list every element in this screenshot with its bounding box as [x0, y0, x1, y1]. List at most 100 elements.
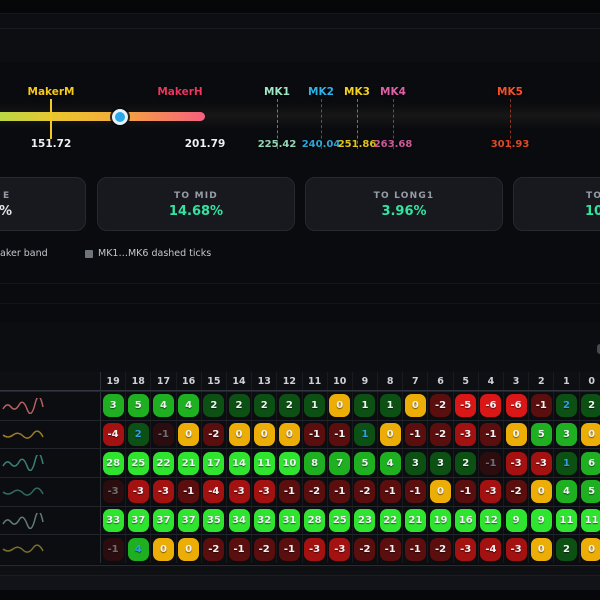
heatmap-pill: -2	[253, 537, 275, 561]
heatmap-cell: 3	[428, 449, 454, 478]
heatmap-pill: -2	[203, 423, 225, 447]
heatmap-pill: -4	[480, 537, 502, 561]
heatmap-cell: 5	[529, 420, 555, 449]
heatmap-pill: -6	[505, 394, 527, 418]
heatmap-cell: 37	[126, 506, 152, 535]
row-label-cell	[0, 420, 101, 449]
column-header: 17	[151, 372, 177, 390]
heatmap-pill: -2	[430, 394, 452, 418]
heatmap-pill: 22	[152, 451, 174, 475]
heatmap-pill: 0	[278, 423, 300, 447]
heatmap-pill: -2	[430, 537, 452, 561]
heatmap-cell: 2	[202, 392, 227, 420]
heatmap-pill: 1	[354, 394, 376, 418]
column-header: 4	[479, 372, 504, 390]
heatmap-cell: 22	[151, 449, 177, 478]
heatmap-pill: 3	[102, 394, 124, 418]
row-label-cell	[0, 506, 101, 535]
heatmap-pill: -2	[505, 480, 527, 504]
heatmap-cell: 0	[428, 478, 454, 506]
mk-tick-label: MK2	[308, 86, 334, 98]
gauge-handle[interactable]	[112, 108, 128, 125]
heatmap-pill: 4	[178, 394, 200, 418]
heatmap-cell: 8	[303, 449, 328, 478]
heatmap-pill: 14	[228, 451, 250, 475]
column-header: 10	[328, 372, 353, 390]
heatmap-cell: 2	[554, 392, 580, 420]
stat-card-value: %	[0, 204, 13, 219]
momentum-table-panel: 19 18 17 16 15 14 13 12 11 10 9 8 7 6 5 4 3 2 1 0 3 5 4 4 2 2 2 2 1 0…	[0, 323, 600, 564]
heatmap-pill: -2	[304, 480, 326, 504]
column-header: 19	[101, 372, 127, 390]
divider	[0, 303, 600, 304]
heatmap-cell: -1	[101, 535, 127, 564]
heatmap-cell: -3	[126, 478, 152, 506]
heatmap-pill: 0	[228, 423, 250, 447]
heatmap-cell: 4	[126, 535, 152, 564]
heatmap-pill: -2	[354, 537, 376, 561]
heatmap-pill: -1	[379, 537, 401, 561]
heatmap-cell: -2	[202, 420, 227, 449]
heatmap-cell: 5	[580, 478, 600, 506]
heatmap-cell: -1	[277, 535, 303, 564]
heatmap-pill: -1	[228, 537, 250, 561]
mk-tick-value: 301.93	[490, 139, 530, 150]
gauge-legend: aker band MK1…MK6 dashed ticks	[0, 248, 600, 262]
heatmap-pill: 25	[329, 509, 351, 533]
heatmap-pill: -3	[329, 537, 351, 561]
heatmap-pill: 5	[127, 394, 149, 418]
stat-card: TO 10	[513, 177, 600, 231]
column-header: 16	[177, 372, 202, 390]
mk-tick-label: MK4	[380, 86, 406, 98]
heatmap-cell: 4	[554, 478, 580, 506]
maker-low-label: MakerM	[27, 86, 75, 98]
heatmap-cell: 4	[378, 449, 404, 478]
heatmap-pill: -1	[304, 423, 326, 447]
heatmap-cell: -3	[504, 449, 530, 478]
heatmap-pill: -6	[480, 394, 502, 418]
column-header: 1	[554, 372, 580, 390]
row-sparkline-icon	[2, 429, 44, 439]
heatmap-cell: 10	[277, 449, 303, 478]
table-row: -3 -3 -3 -1 -4 -3 -3 -1 -2 -1 -2 -1 -1 0 -1 -3 -2 0 4 5	[0, 477, 600, 506]
heatmap-cell: -4	[479, 535, 504, 564]
stat-card-value: 14.68%	[168, 204, 224, 219]
heatmap-cell: -2	[504, 478, 530, 506]
heatmap-cell: -1	[403, 535, 429, 564]
heatmap-pill: 28	[102, 451, 124, 475]
heatmap-cell: 0	[529, 535, 555, 564]
mk-tick-line	[357, 99, 358, 149]
heatmap-pill: -1	[329, 423, 351, 447]
heatmap-cell: 0	[378, 420, 404, 449]
stat-card-label: TO	[586, 191, 600, 201]
heatmap-pill: -1	[278, 537, 300, 561]
heatmap-pill: 11	[581, 509, 600, 533]
heatmap-pill: 0	[581, 537, 600, 561]
heatmap-pill: 1	[555, 451, 577, 475]
heatmap-pill: 4	[152, 394, 174, 418]
scrollbar-thumb[interactable]	[597, 344, 600, 354]
heatmap-pill: -3	[530, 451, 552, 475]
heatmap-cell: 28	[303, 506, 328, 535]
heatmap-pill: 0	[430, 480, 452, 504]
heatmap-cell: -2	[252, 535, 278, 564]
column-header: 9	[353, 372, 379, 390]
heatmap-pill: 25	[127, 451, 149, 475]
heatmap-cell: 2	[554, 535, 580, 564]
row-sparkline-icon	[2, 397, 44, 414]
heatmap-pill: 0	[404, 394, 426, 418]
heatmap-cell: -1	[328, 420, 353, 449]
heatmap-pill: -1	[480, 423, 502, 447]
heatmap-cell: -3	[504, 535, 530, 564]
heatmap-cell: 0	[504, 420, 530, 449]
heatmap-cell: 0	[580, 421, 600, 449]
legend-swatch-icon	[85, 249, 93, 258]
heatmap-cell: 0	[227, 420, 253, 449]
heatmap-cell: -1	[303, 420, 328, 449]
heatmap-pill: 0	[178, 537, 200, 561]
gauge-panel-top	[0, 29, 600, 62]
heatmap-pill: -3	[127, 480, 149, 504]
heatmap-cell: 4	[151, 392, 177, 420]
heatmap-cell: 34	[227, 506, 253, 535]
heatmap-pill: 2	[581, 394, 600, 418]
